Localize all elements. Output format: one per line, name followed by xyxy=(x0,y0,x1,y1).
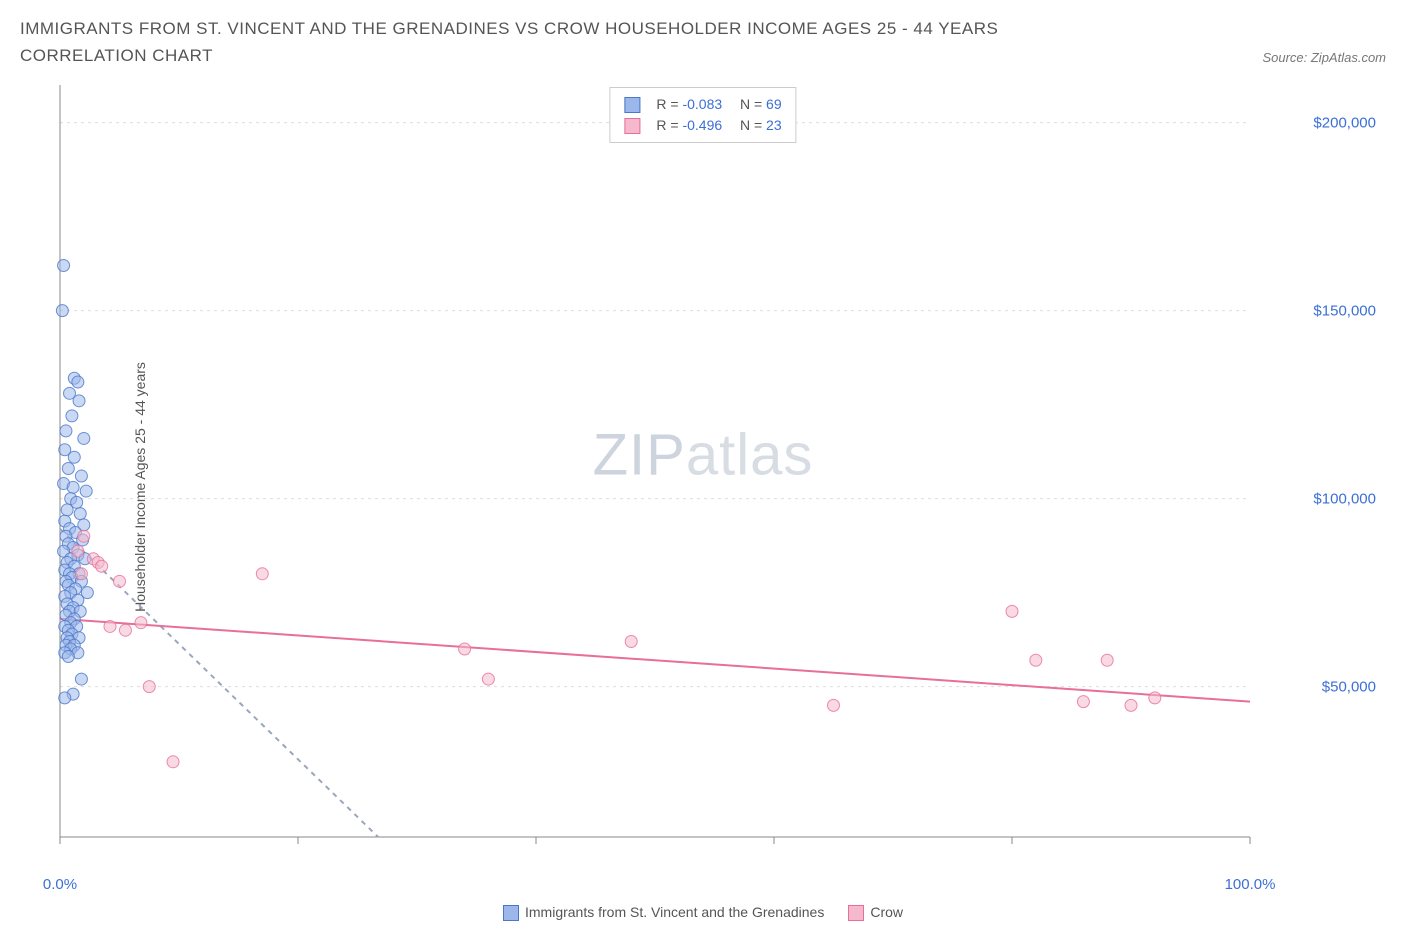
chart-title: IMMIGRANTS FROM ST. VINCENT AND THE GREN… xyxy=(20,15,1120,69)
x-tick-label: 100.0% xyxy=(1225,876,1276,893)
x-tick-label: 0.0% xyxy=(43,876,77,893)
y-tick-label: $100,000 xyxy=(1313,490,1376,507)
source-attribution: Source: ZipAtlas.com xyxy=(1262,50,1386,69)
y-tick-label: $200,000 xyxy=(1313,114,1376,131)
legend-row: R = -0.083 N = 69 xyxy=(624,94,781,115)
y-tick-label: $150,000 xyxy=(1313,302,1376,319)
series-legend: Immigrants from St. Vincent and the Gren… xyxy=(503,904,903,921)
legend-item: Crow xyxy=(848,904,903,921)
scatter-plot xyxy=(50,77,1390,867)
y-tick-label: $50,000 xyxy=(1322,678,1376,695)
correlation-legend: R = -0.083 N = 69R = -0.496 N = 23 xyxy=(609,87,796,143)
legend-item: Immigrants from St. Vincent and the Gren… xyxy=(503,904,824,921)
legend-row: R = -0.496 N = 23 xyxy=(624,115,781,136)
chart-container: Householder Income Ages 25 - 44 years ZI… xyxy=(20,77,1386,897)
